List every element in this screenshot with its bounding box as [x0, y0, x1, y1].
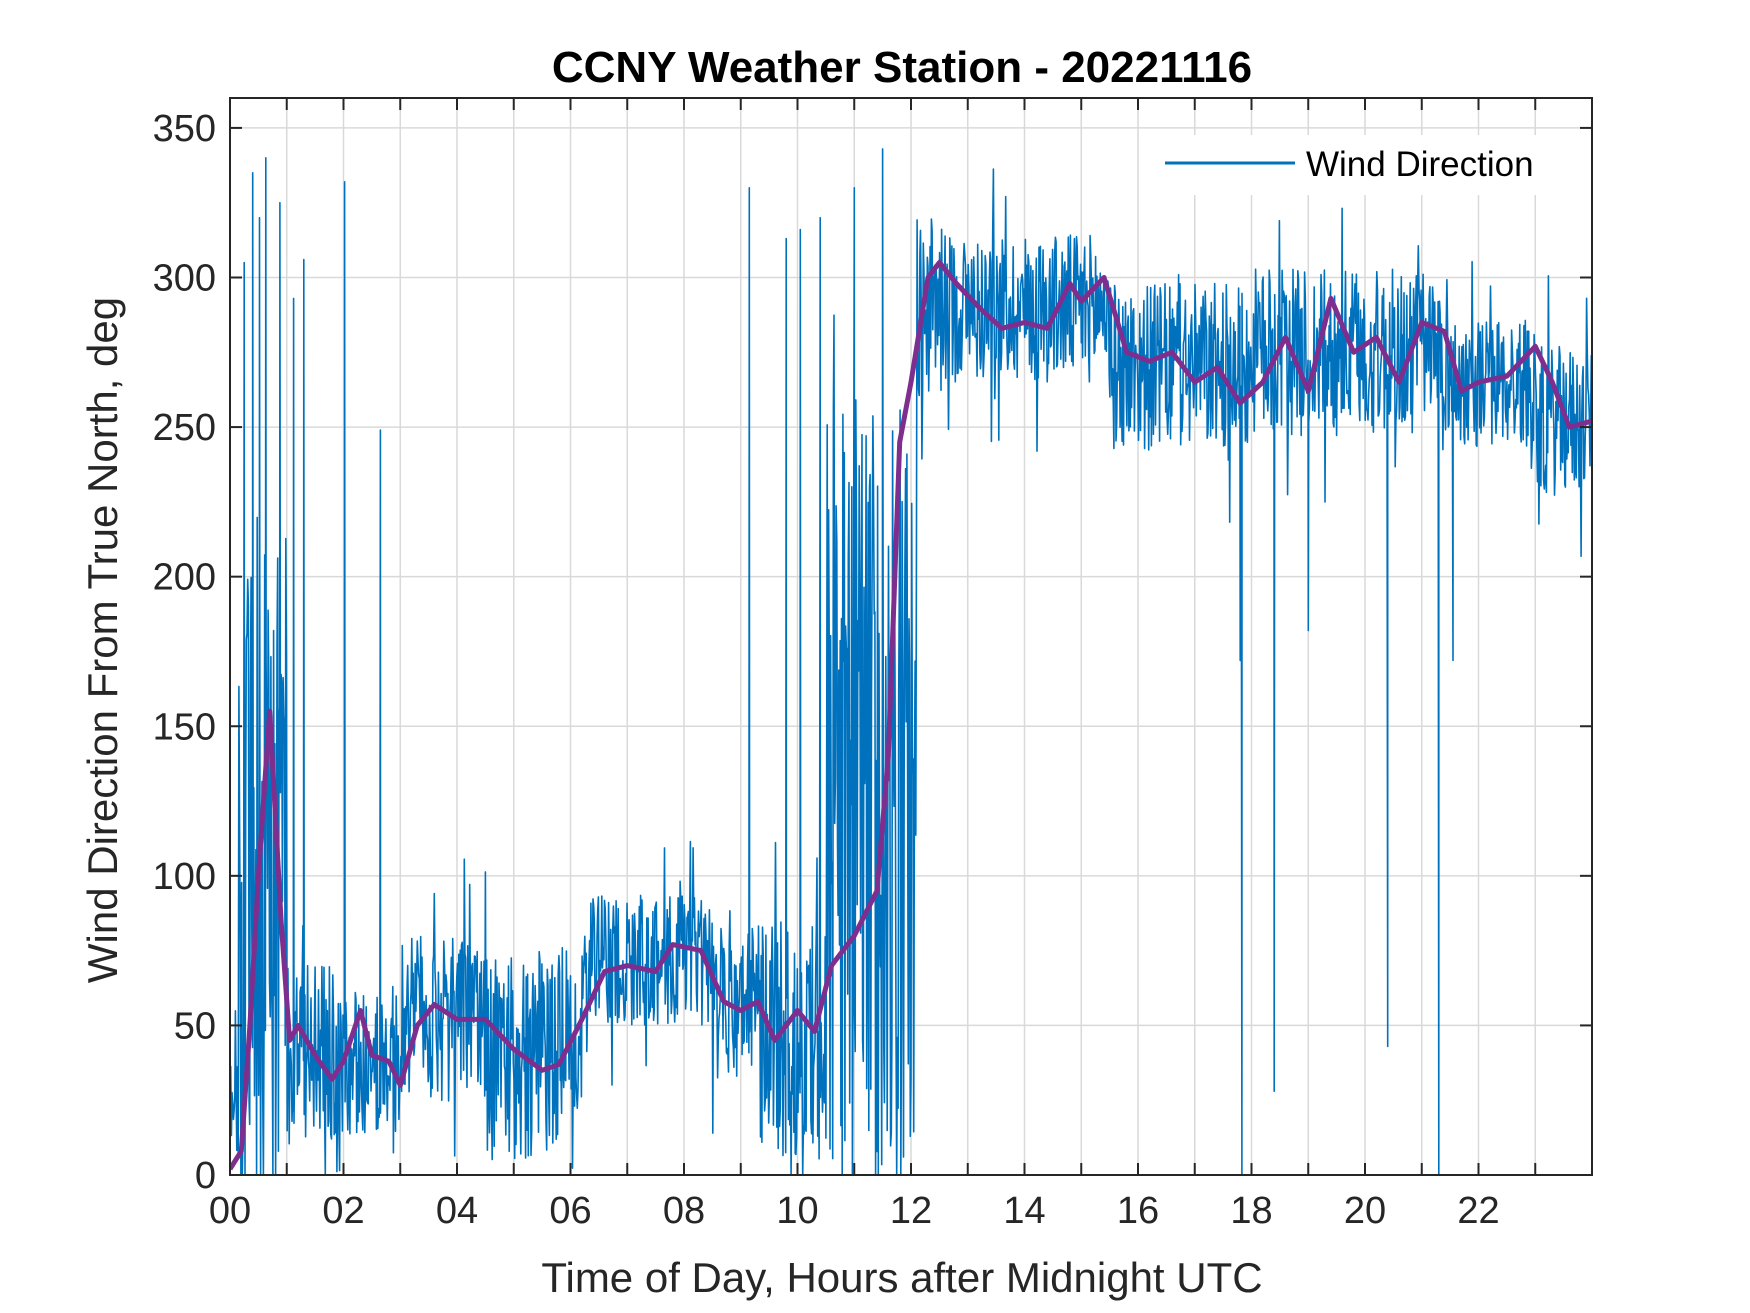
y-tick-label: 50 — [174, 1005, 216, 1047]
y-tick-label: 250 — [153, 407, 216, 449]
x-tick-label: 02 — [322, 1190, 364, 1232]
x-tick-label: 12 — [890, 1190, 932, 1232]
data-layer — [230, 148, 1592, 1175]
x-tick-label: 08 — [663, 1190, 705, 1232]
legend-label-wind-direction: Wind Direction — [1306, 145, 1534, 184]
x-tick-label: 14 — [1003, 1190, 1045, 1232]
x-tick-label: 18 — [1230, 1190, 1272, 1232]
y-tick-label: 300 — [153, 258, 216, 300]
x-tick-label: 10 — [776, 1190, 818, 1232]
series-wind-direction — [230, 148, 1592, 1175]
x-tick-label: 20 — [1344, 1190, 1386, 1232]
ticks: 00 02 04 06 08 10 12 14 16 18 20 22 0 50 100 150 200 250 3… — [153, 98, 1593, 1232]
x-tick-label: 04 — [436, 1190, 478, 1232]
x-tick-label: 16 — [1117, 1190, 1159, 1232]
x-tick-label: 06 — [549, 1190, 591, 1232]
x-tick-label: 00 — [209, 1190, 251, 1232]
y-tick-label: 0 — [195, 1155, 216, 1197]
y-tick-label: 150 — [153, 706, 216, 748]
legend-box — [1147, 135, 1567, 195]
series-smoothed-mean — [230, 260, 1592, 1171]
y-tick-label: 350 — [153, 108, 216, 150]
y-tick-label: 100 — [153, 856, 216, 898]
legend: Wind Direction — [1147, 135, 1567, 195]
y-axis-title: Wind Direction From True North, deg — [79, 297, 126, 983]
x-axis-title: Time of Day, Hours after Midnight UTC — [541, 1254, 1262, 1301]
x-tick-label: 22 — [1457, 1190, 1499, 1232]
y-tick-label: 200 — [153, 557, 216, 599]
chart-title: CCNY Weather Station - 20221116 — [552, 43, 1252, 92]
